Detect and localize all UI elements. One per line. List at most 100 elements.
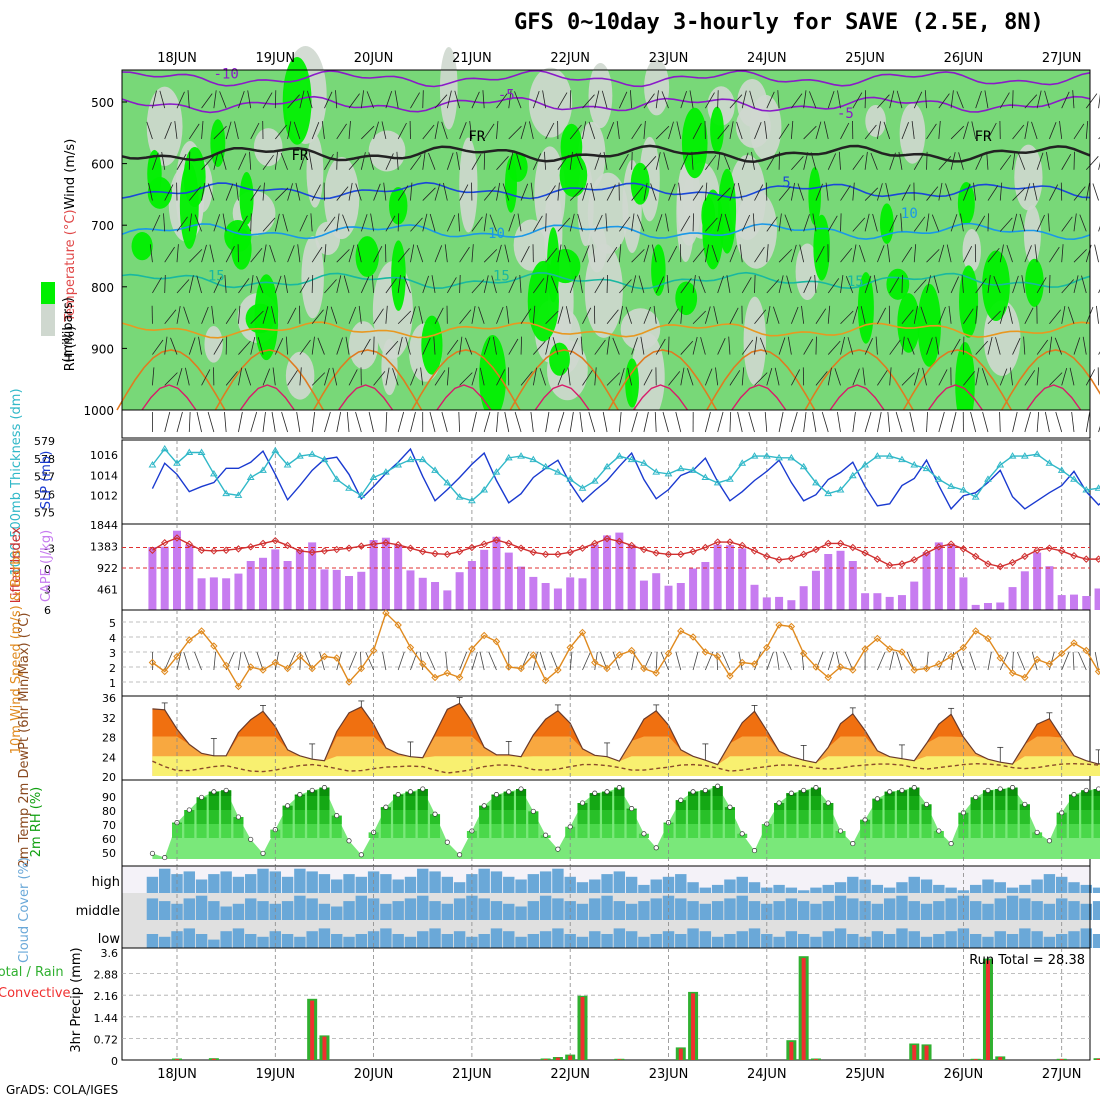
wind-barb xyxy=(324,153,334,170)
wind-barb xyxy=(852,92,863,109)
wind-barb xyxy=(429,213,436,232)
wind-barb xyxy=(680,305,683,324)
data-point xyxy=(1094,667,1100,676)
cape-bar xyxy=(885,596,894,610)
rh-tick-label: 70 xyxy=(102,819,116,832)
data-point xyxy=(775,621,783,629)
wind-barb xyxy=(999,92,1010,109)
wind-barb xyxy=(963,371,976,386)
wind-barb xyxy=(244,368,252,386)
rh-dry-patch xyxy=(735,104,771,148)
wind-barb xyxy=(324,411,331,433)
wind-barb xyxy=(569,275,577,294)
wind-barb xyxy=(933,275,940,294)
cloud-cell xyxy=(822,884,834,893)
wind-barb xyxy=(201,156,214,171)
rh-moist-patch xyxy=(710,106,724,153)
rh-moist-patch xyxy=(982,250,1010,322)
wind-barb xyxy=(545,275,549,294)
cape-bar xyxy=(639,580,648,610)
lifted-index-axis-label: Lifted Index xyxy=(9,526,24,603)
data-point xyxy=(603,462,611,470)
wind-barb xyxy=(1012,187,1026,201)
rh-dry-patch xyxy=(439,47,458,130)
cloud-cell xyxy=(490,901,503,920)
wind-barb xyxy=(655,152,661,170)
wind-barb xyxy=(926,249,940,263)
wind-barb xyxy=(469,121,473,140)
wind-barb xyxy=(520,308,532,324)
wind-barb xyxy=(655,90,659,109)
cloud-cell xyxy=(355,895,368,920)
wind-barb xyxy=(189,249,203,263)
wind-barb xyxy=(520,371,533,386)
wind-barb xyxy=(668,371,681,386)
data-point xyxy=(801,787,807,793)
wind-barb xyxy=(458,213,461,232)
rh-moist-patch xyxy=(808,167,821,225)
data-point xyxy=(885,452,894,459)
precip-convective-bar xyxy=(617,1059,622,1060)
precip-convective-bar xyxy=(1096,1058,1100,1060)
data-point xyxy=(1033,450,1042,457)
wind-barb xyxy=(299,651,302,671)
data-point xyxy=(529,455,538,463)
wind-barb xyxy=(852,368,860,386)
wind-barb xyxy=(823,121,829,140)
wind-barb xyxy=(483,151,486,170)
cloud-cell xyxy=(539,895,552,920)
wind-barb xyxy=(410,411,416,433)
isotherm xyxy=(121,69,1091,88)
wind-barb xyxy=(705,92,715,109)
wind-barb xyxy=(766,216,778,232)
wind-barb xyxy=(749,90,755,109)
cloud-cell xyxy=(552,898,564,920)
cloud-cell xyxy=(797,934,810,948)
cloud-cell xyxy=(159,868,171,893)
wind-speed-series xyxy=(148,609,1100,691)
wind-barb xyxy=(766,244,769,263)
wind-barb xyxy=(889,90,895,109)
data-point xyxy=(799,649,808,658)
wind-barb xyxy=(1036,367,1039,386)
cloud-cell xyxy=(503,931,515,948)
cloud-cell xyxy=(429,871,441,893)
wind-barb xyxy=(225,246,235,263)
wind-tick-label: 5 xyxy=(109,617,116,630)
cape-bar xyxy=(1094,588,1100,610)
cloud-cell xyxy=(146,934,159,948)
wind-barb xyxy=(844,651,854,671)
wind-barb xyxy=(790,244,797,263)
data-point xyxy=(861,549,869,557)
wind-barb xyxy=(358,305,362,324)
wind-barb xyxy=(471,411,477,433)
cloud-cell xyxy=(625,876,638,893)
wind-barb xyxy=(860,306,866,324)
cloud-cell xyxy=(380,928,392,948)
cloud-cell xyxy=(699,931,712,948)
wind-barb xyxy=(754,246,765,263)
wind-barb xyxy=(852,217,866,232)
wind-barb xyxy=(803,125,817,140)
cloud-cell xyxy=(195,934,208,948)
wind-barb xyxy=(948,305,952,324)
cloud-cell xyxy=(920,936,933,948)
cloud-cell xyxy=(208,901,220,920)
wind-barb xyxy=(815,651,824,671)
wind-barb xyxy=(692,185,704,201)
wind-barb xyxy=(454,90,460,109)
wind-barb xyxy=(575,152,583,170)
cloud-cell xyxy=(1068,901,1080,920)
data-point xyxy=(676,464,685,472)
wind-barb xyxy=(188,411,191,433)
wind-barb xyxy=(201,306,209,324)
wind-barb xyxy=(422,338,431,355)
wind-barb xyxy=(545,185,556,201)
wind-barb xyxy=(1073,213,1077,232)
wind-barb xyxy=(319,651,325,671)
cloud-cell xyxy=(232,876,245,893)
cape-bar xyxy=(185,544,194,610)
wind-barb xyxy=(508,125,522,140)
cloud-cell xyxy=(552,868,564,893)
wind-barb xyxy=(975,305,978,324)
